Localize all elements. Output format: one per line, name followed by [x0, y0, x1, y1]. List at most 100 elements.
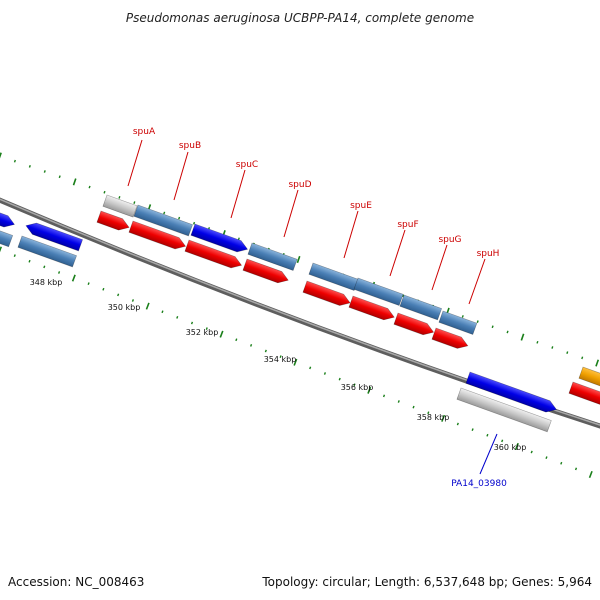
minor-tick [471, 428, 474, 431]
gene-label-spuc[interactable]: spuC [236, 160, 258, 170]
gene-label-spuf[interactable]: spuF [397, 220, 418, 230]
spuC-gene[interactable] [190, 223, 250, 255]
minor-tick [461, 315, 464, 318]
accession-text: Accession: NC_008463 [8, 575, 144, 589]
PA14_03980-gene[interactable] [456, 387, 552, 433]
minor-tick [353, 383, 356, 387]
inner-tick-ring [0, 246, 593, 479]
gene-reverse[interactable] [568, 381, 600, 408]
gene-callouts [127, 139, 498, 475]
spuE-strand[interactable] [302, 280, 352, 309]
minor-tick [178, 216, 181, 220]
minor-tick [382, 394, 386, 398]
minor-tick [456, 422, 459, 426]
gene-operon[interactable] [0, 227, 14, 248]
minor-tick [43, 170, 46, 173]
spuH-strand[interactable] [431, 327, 470, 351]
scale-label: 350 kbp [108, 303, 141, 312]
major-tick [520, 333, 525, 341]
spuB-gene[interactable] [133, 204, 193, 237]
minor-tick [28, 164, 31, 168]
minor-tick [551, 346, 554, 349]
spuC-strand[interactable] [184, 239, 244, 271]
minor-tick [205, 327, 208, 330]
gene-label-pa14-03980[interactable]: PA14_03980 [451, 479, 507, 489]
gene-reverse[interactable] [24, 220, 83, 252]
minor-tick [486, 433, 489, 437]
minor-tick [566, 351, 569, 355]
major-tick [296, 255, 301, 264]
minor-tick [574, 467, 578, 471]
scale-labels: 348 kbp 350 kbp 352 kbp 354 kbp 356 kbp … [30, 278, 527, 452]
minor-tick [491, 325, 494, 329]
spuH-gene[interactable] [438, 310, 478, 335]
minor-tick [560, 461, 563, 465]
minor-tick [581, 356, 584, 360]
minor-tick [117, 293, 120, 297]
scale-label: 358 kbp [417, 413, 450, 422]
minor-tick [13, 159, 16, 163]
major-tick [72, 178, 77, 186]
minor-tick [536, 340, 539, 344]
scale-label: 352 kbp [186, 328, 219, 337]
minor-tick [58, 175, 61, 179]
minor-tick [88, 185, 91, 189]
gene-operon[interactable] [17, 235, 77, 268]
minor-tick [193, 221, 196, 225]
major-tick [367, 386, 372, 394]
minor-tick [176, 315, 179, 319]
spuD-gene[interactable] [247, 242, 298, 271]
major-tick [71, 274, 76, 282]
map-title: Pseudomonas aeruginosa UCBPP-PA14, compl… [126, 11, 474, 25]
minor-tick [13, 254, 16, 257]
major-tick [441, 414, 446, 422]
minor-tick [264, 349, 267, 353]
minor-tick [163, 211, 166, 215]
minor-tick [323, 372, 327, 375]
minor-tick [190, 321, 194, 325]
minor-tick [476, 320, 479, 323]
minor-tick [397, 400, 400, 403]
minor-tick [250, 344, 253, 347]
gene-label-spub[interactable]: spuB [179, 141, 201, 151]
spuF-gene[interactable] [353, 277, 404, 306]
major-tick [0, 152, 2, 159]
major-tick [145, 302, 150, 310]
gene-label-spue[interactable]: spuE [350, 201, 372, 211]
minor-tick [57, 271, 61, 274]
spuG-strand[interactable] [393, 312, 436, 338]
other-feature[interactable] [578, 366, 600, 389]
gene-label-spua[interactable]: spuA [133, 127, 156, 137]
gene-label-spuh[interactable]: spuH [477, 249, 500, 259]
minor-tick [43, 265, 46, 269]
feature-track [0, 194, 600, 433]
minor-tick [28, 259, 31, 263]
major-tick [219, 330, 224, 338]
gene-forward[interactable] [465, 371, 559, 415]
spuB-strand[interactable] [128, 220, 188, 252]
gene-label-spug[interactable]: spuG [438, 235, 461, 245]
gene-pseudo[interactable] [102, 194, 138, 218]
scale-label: 354 kbp [264, 355, 297, 364]
major-tick [514, 442, 519, 450]
minor-tick [133, 201, 136, 204]
spuD-strand[interactable] [242, 258, 290, 286]
minor-tick [102, 287, 105, 291]
major-tick [293, 358, 298, 366]
genome-summary: Topology: circular; Length: 6,537,648 bp… [261, 575, 592, 589]
minor-tick [338, 377, 341, 381]
minor-tick [131, 299, 135, 302]
spuA-gene[interactable] [96, 210, 131, 233]
gene-forward[interactable] [0, 209, 16, 230]
scale-label: 348 kbp [30, 278, 63, 287]
spuE-gene[interactable] [308, 262, 359, 291]
major-tick [595, 359, 600, 367]
minor-tick [501, 439, 504, 443]
gene-labels: spuA spuB spuC spuD spuE spuF spuG spuH … [133, 127, 507, 489]
minor-tick [161, 310, 164, 314]
minor-tick [402, 294, 405, 298]
gene-label-spud[interactable]: spuD [288, 180, 311, 190]
spuG-gene[interactable] [399, 294, 443, 321]
spuF-strand[interactable] [348, 295, 396, 323]
minor-tick [103, 190, 106, 194]
